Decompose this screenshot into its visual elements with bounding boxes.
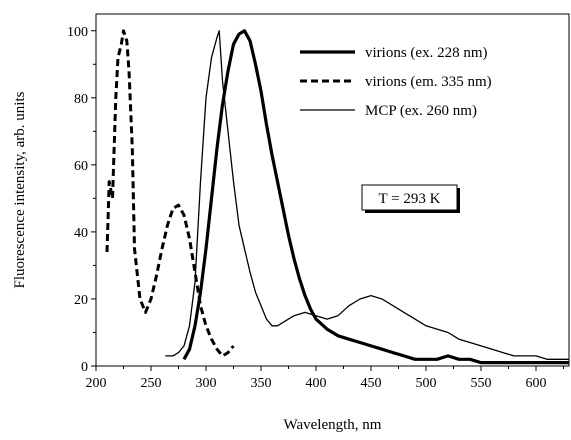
annotation-box (361, 184, 458, 211)
series-line-1 (182, 29, 569, 365)
x-tick-label: 250 (141, 376, 162, 391)
x-tick-label: 450 (361, 376, 382, 391)
x-axis-label: Wavelength, nm (284, 417, 382, 433)
y-tick-label: 40 (74, 226, 88, 241)
legend-label-1: virions (ex. 228 nm) (365, 45, 487, 61)
y-tick-label: 80 (74, 92, 88, 107)
axes-frame (95, 13, 570, 367)
series-line-2 (105, 29, 235, 358)
legend-label-2: virions (em. 335 nm) (365, 74, 492, 90)
ticks-layer: 200 250 300 350 400 450 500 550 600 0 20 40 60 80 100 (67, 25, 564, 391)
x-tick-label: 550 (471, 376, 492, 391)
temperature-annotation: T = 293 K (361, 184, 460, 213)
y-tick-label: 0 (81, 360, 88, 375)
series-line-3 (165, 30, 569, 360)
series-layer (105, 29, 569, 365)
y-tick-label: 100 (67, 25, 88, 40)
x-tick-label: 600 (526, 376, 547, 391)
legend-label-3: MCP (ex. 260 nm) (365, 103, 477, 119)
annotation-text: T = 293 K (379, 191, 441, 207)
x-tick-label: 500 (416, 376, 437, 391)
x-tick-label: 200 (86, 376, 107, 391)
y-tick-label: 20 (74, 293, 88, 308)
legend: virions (ex. 228 nm) virions (em. 335 nm)… (300, 45, 492, 119)
y-tick-label: 60 (74, 159, 88, 174)
x-tick-label: 300 (196, 376, 217, 391)
y-axis-label: Fluorescence intensity, arb. units (12, 91, 28, 288)
x-tick-label: 400 (306, 376, 327, 391)
x-tick-label: 350 (251, 376, 272, 391)
